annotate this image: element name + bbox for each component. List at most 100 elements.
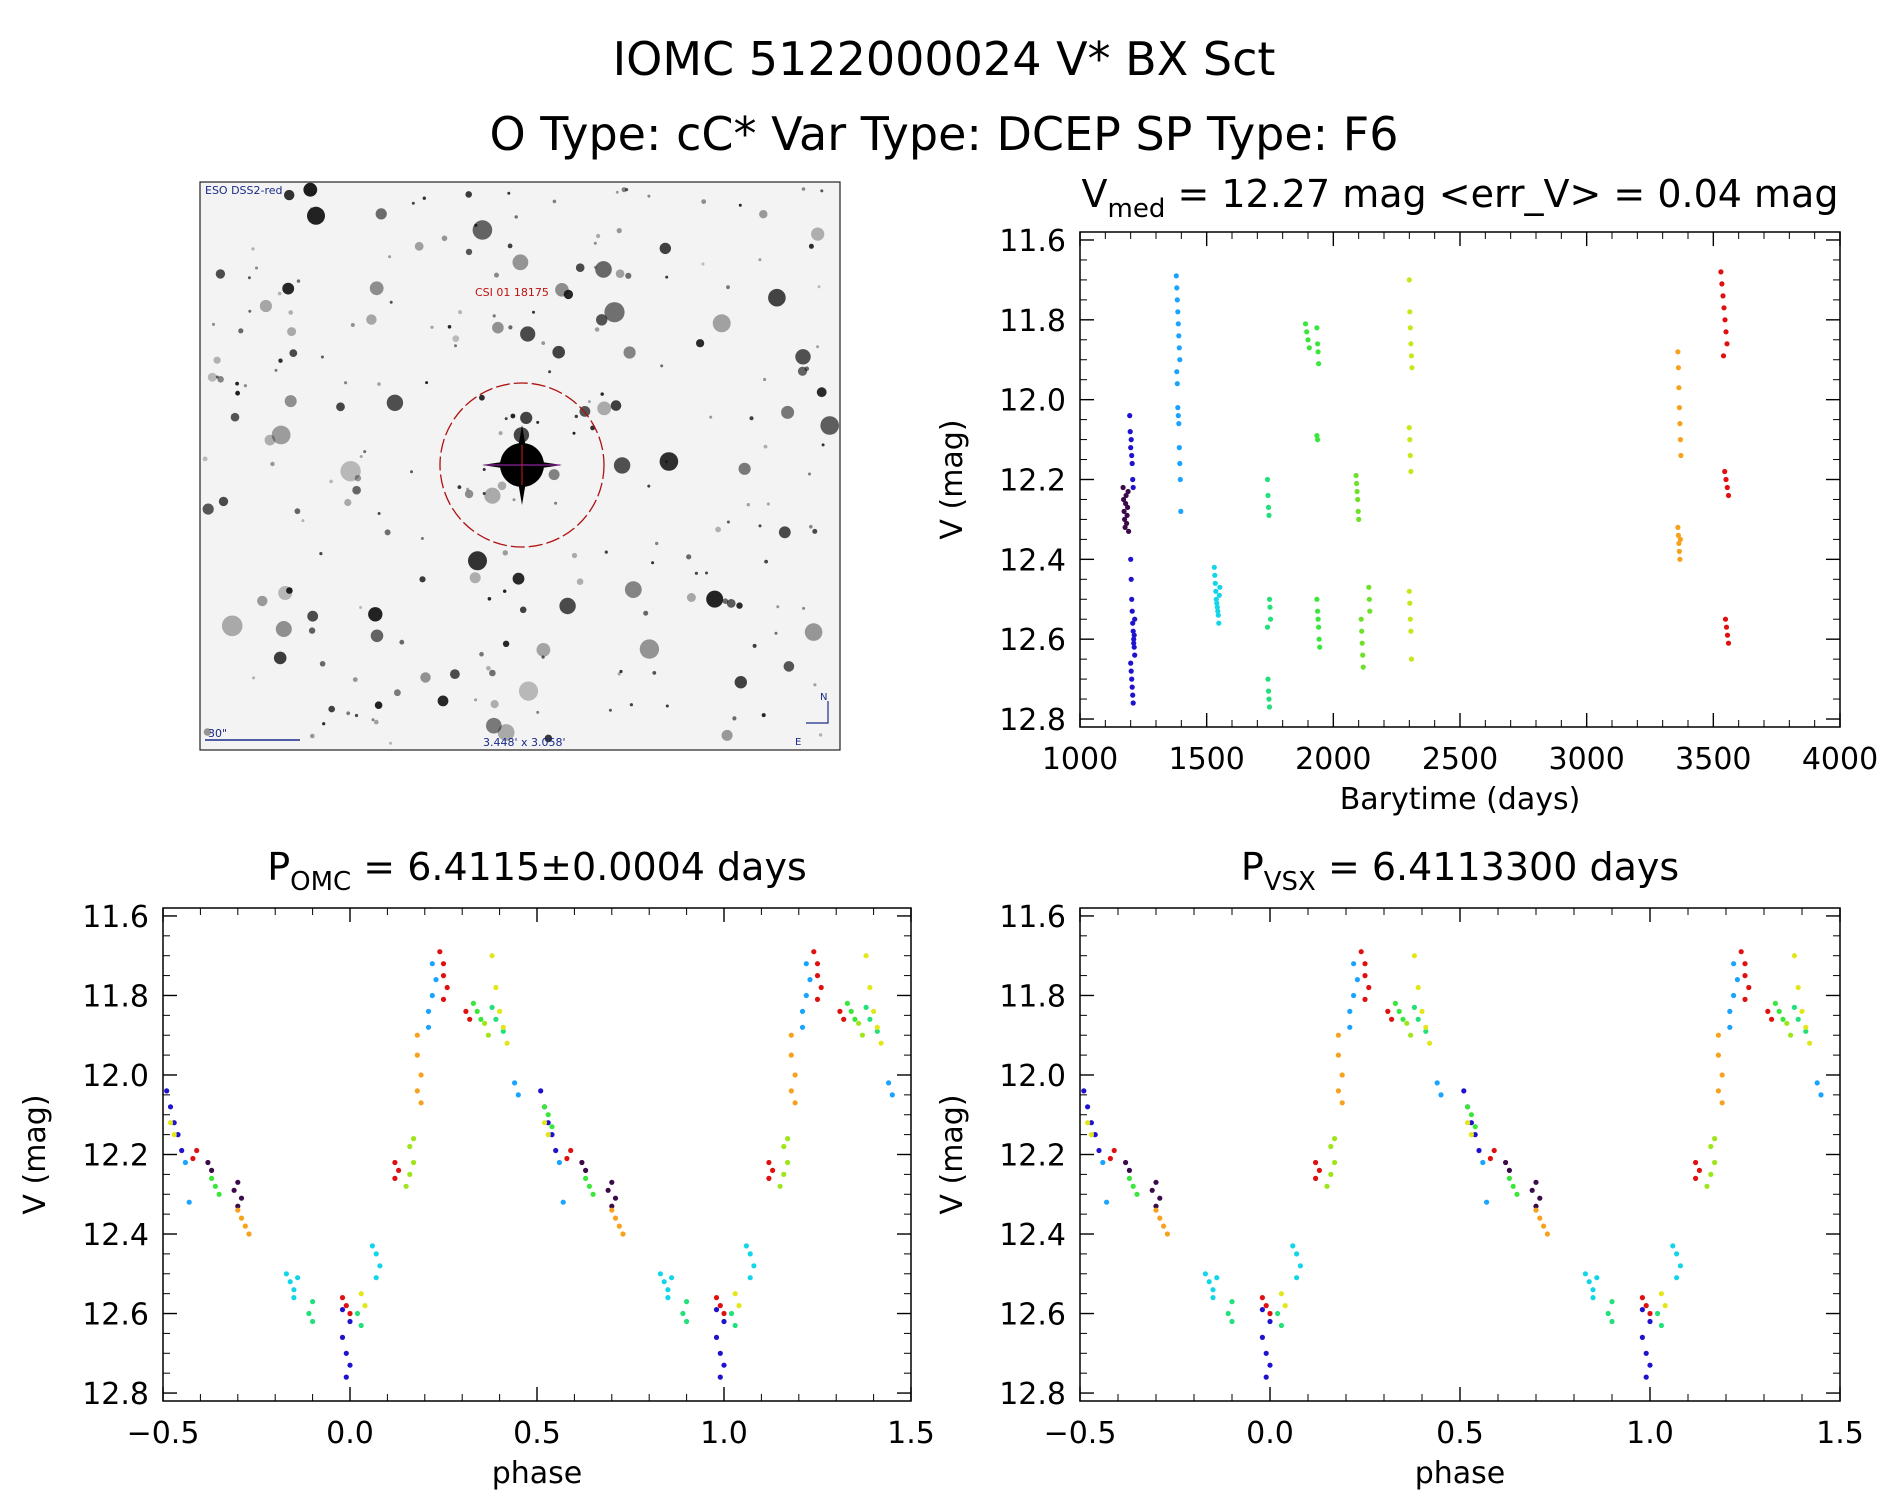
finder-star [273,651,287,665]
data-point [1149,1187,1155,1193]
finder-star [518,681,539,701]
data-point [721,1310,727,1317]
data-point [418,1072,424,1078]
data-point [1210,1295,1216,1301]
data-point [665,1287,671,1293]
x-axis-label: phase [492,1456,583,1491]
data-point [1335,1032,1341,1038]
data-point [440,961,447,967]
data-point [560,1199,566,1205]
finder-star [411,201,415,205]
data-point [1313,1159,1319,1166]
data-point [1316,1167,1322,1173]
data-point [680,1310,686,1317]
data-point [799,1024,806,1030]
data-point [1100,1159,1106,1166]
data-point [1742,973,1748,979]
data-point [190,1155,196,1162]
data-point [1212,580,1218,586]
finder-star [238,328,244,334]
finder-star [422,196,426,200]
data-point [1594,1275,1600,1281]
finder-star [749,416,754,421]
finder-star [797,366,808,376]
data-point [1211,564,1217,570]
finder-star [554,501,558,505]
data-point [1315,349,1321,355]
data-point [1121,508,1127,514]
finder-star [808,472,811,476]
x-tick-label: 2500 [1422,742,1498,777]
data-point [1214,1275,1220,1281]
data-point [781,1171,787,1177]
finder-star [274,368,278,372]
finder-star [248,309,252,313]
data-point [541,1120,548,1126]
data-point [781,1143,787,1150]
data-point [1362,961,1368,967]
data-point [1670,1243,1676,1249]
data-point [339,1307,346,1313]
data-point [1476,1147,1482,1154]
finder-star [820,416,839,435]
finder-star [587,400,591,404]
data-point [347,1362,353,1368]
finder-star [512,572,525,585]
data-point [1324,1183,1330,1189]
data-point [1658,1322,1664,1329]
data-point [1533,1203,1539,1209]
data-point [1675,532,1681,539]
finder-star [816,387,827,398]
data-point [493,1016,499,1022]
data-point [1125,488,1131,495]
finder-star [377,382,381,386]
data-point [1769,1016,1775,1022]
finder-star [319,552,323,556]
finder-star [399,639,405,645]
data-point [1677,1263,1683,1269]
data-point [392,1175,398,1181]
data-point [1677,421,1683,427]
data-point [1720,353,1727,359]
data-point [1351,961,1357,967]
data-point [1129,460,1135,467]
finder-star [604,550,608,554]
data-point [1129,452,1135,459]
data-point [1354,480,1360,487]
data-point [1178,508,1184,514]
data-point [1712,1136,1718,1142]
data-point [1128,660,1134,666]
data-point [425,1024,432,1030]
data-point [1472,1124,1478,1130]
data-point [1541,1223,1547,1229]
y-tick-label: 11.8 [82,979,149,1014]
data-point [1795,984,1801,991]
data-point [1472,1132,1478,1138]
data-point [1803,1024,1809,1030]
data-point [609,1203,615,1209]
finder-star [655,541,659,546]
finder-star [541,341,546,345]
data-point [1609,1318,1615,1325]
data-point [1121,496,1127,503]
finder-star [816,345,820,349]
finder-star [548,469,560,481]
finder-star [215,269,226,279]
finder-star [286,587,293,594]
finder-star [389,300,393,304]
finder-object-label: CSI 01 18175 [475,286,549,299]
data-point [1294,1251,1300,1257]
finder-star [235,390,241,396]
finder-star [472,220,493,240]
data-point [616,1223,622,1229]
data-point [1676,548,1682,555]
data-point [358,1322,364,1329]
finder-star [377,512,381,515]
data-point [1725,492,1732,499]
finder-star [354,713,359,718]
compass-east: E [795,737,801,748]
data-point [1723,476,1729,483]
data-point [1128,668,1134,674]
data-point [235,1179,241,1185]
finder-star [594,327,600,332]
